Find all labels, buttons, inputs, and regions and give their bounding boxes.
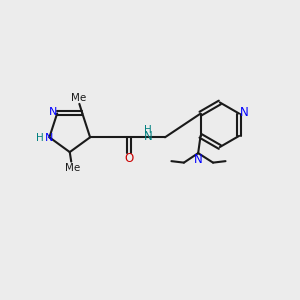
Text: N: N xyxy=(144,130,152,142)
Text: N: N xyxy=(45,134,53,143)
Text: N: N xyxy=(194,153,203,166)
Text: Me: Me xyxy=(65,163,80,172)
Text: Me: Me xyxy=(71,93,86,103)
Text: H: H xyxy=(144,125,152,136)
Text: N: N xyxy=(49,107,58,117)
Text: H: H xyxy=(36,133,44,143)
Text: O: O xyxy=(124,152,134,165)
Text: N: N xyxy=(240,106,249,118)
